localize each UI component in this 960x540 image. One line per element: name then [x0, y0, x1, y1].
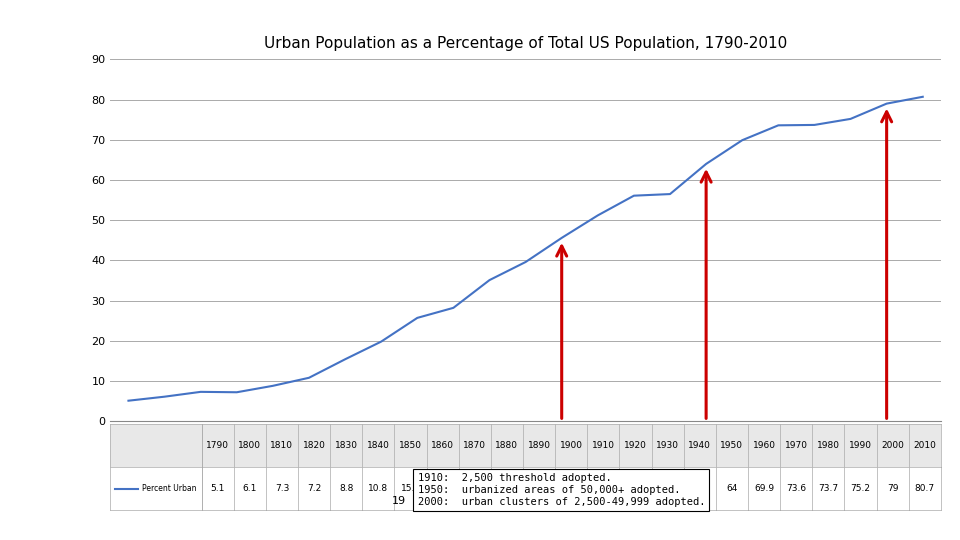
Text: 15.4: 15.4 — [400, 484, 420, 493]
Text: 1900: 1900 — [560, 441, 583, 450]
Text: 25.7: 25.7 — [465, 484, 485, 493]
Text: 1970: 1970 — [784, 441, 807, 450]
Text: 45.6: 45.6 — [593, 484, 613, 493]
Text: 8.8: 8.8 — [339, 484, 353, 493]
Text: 7.3: 7.3 — [275, 484, 289, 493]
Text: Percent Urban: Percent Urban — [142, 484, 197, 493]
Text: 28.2: 28.2 — [497, 484, 516, 493]
Text: 7.2: 7.2 — [307, 484, 322, 493]
Text: 1910:  2,500 threshold adopted.
1950:  urbanized areas of 50,000+ adopted.
2000:: 1910: 2,500 threshold adopted. 1950: urb… — [418, 474, 705, 507]
Text: 56.1: 56.1 — [658, 484, 678, 493]
Text: 79: 79 — [887, 484, 899, 493]
Text: 56.5: 56.5 — [689, 484, 709, 493]
Text: 1840: 1840 — [367, 441, 390, 450]
Text: 35.1: 35.1 — [529, 484, 549, 493]
Text: 5.1: 5.1 — [210, 484, 225, 493]
Text: 1960: 1960 — [753, 441, 776, 450]
Text: 1830: 1830 — [335, 441, 358, 450]
Text: 1800: 1800 — [238, 441, 261, 450]
Text: 2010: 2010 — [913, 441, 936, 450]
Text: 1870: 1870 — [464, 441, 487, 450]
Text: 1940: 1940 — [688, 441, 711, 450]
Text: 39.6: 39.6 — [562, 484, 581, 493]
Text: 2000: 2000 — [881, 441, 904, 450]
Text: 1850: 1850 — [399, 441, 422, 450]
Text: 1990: 1990 — [849, 441, 872, 450]
Text: 73.7: 73.7 — [818, 484, 838, 493]
Text: 64: 64 — [726, 484, 737, 493]
Text: 1930: 1930 — [656, 441, 679, 450]
Text: 1880: 1880 — [495, 441, 518, 450]
Text: 80.7: 80.7 — [915, 484, 935, 493]
Text: 69.9: 69.9 — [754, 484, 774, 493]
Text: 1810: 1810 — [271, 441, 294, 450]
Text: 1910: 1910 — [591, 441, 614, 450]
Text: 10.8: 10.8 — [369, 484, 389, 493]
Text: 1890: 1890 — [528, 441, 551, 450]
Text: 1980: 1980 — [817, 441, 840, 450]
Text: 75.2: 75.2 — [851, 484, 871, 493]
Text: 1790: 1790 — [206, 441, 229, 450]
Title: Urban Population as a Percentage of Total US Population, 1790-2010: Urban Population as a Percentage of Tota… — [264, 36, 787, 51]
Text: 19.8: 19.8 — [433, 484, 453, 493]
Text: 1820: 1820 — [302, 441, 325, 450]
Text: 6.1: 6.1 — [243, 484, 257, 493]
Text: 19: 19 — [392, 496, 406, 506]
Text: 1860: 1860 — [431, 441, 454, 450]
Text: 1950: 1950 — [720, 441, 743, 450]
Text: 51.2: 51.2 — [626, 484, 645, 493]
Text: 73.6: 73.6 — [786, 484, 806, 493]
Text: 1920: 1920 — [624, 441, 647, 450]
